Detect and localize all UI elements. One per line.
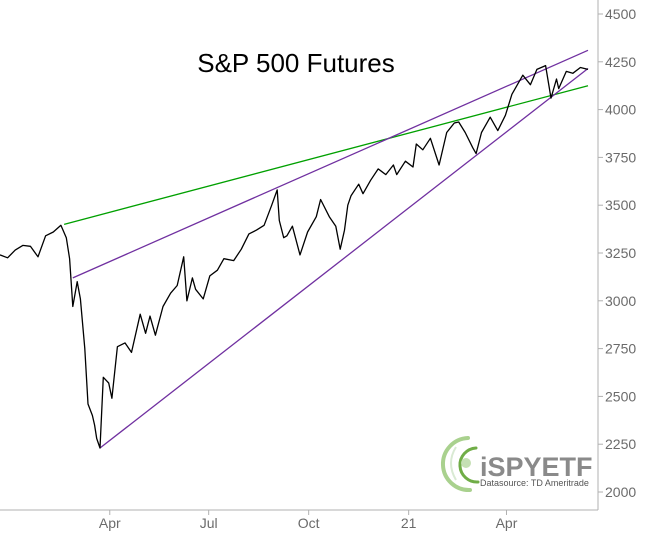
x-tick-label: Oct xyxy=(298,515,320,531)
price-series xyxy=(0,64,589,449)
y-tick-label: 3750 xyxy=(605,149,636,165)
y-axis-ticks: 2000 2250 2500 2750 3000 3250 3500 3750 4000 4250… xyxy=(598,6,636,500)
x-tick-label: Apr xyxy=(496,515,518,531)
trendline-1 xyxy=(63,85,589,225)
x-tick-label: Jul xyxy=(200,515,218,531)
y-tick-label: 3000 xyxy=(605,293,636,309)
x-tick-label: Apr xyxy=(99,515,121,531)
y-tick-label: 4000 xyxy=(605,102,636,118)
trendline-3 xyxy=(99,67,589,449)
y-tick-label: 3500 xyxy=(605,197,636,213)
logo-brand-text: iSPYETF xyxy=(480,452,593,482)
trendline-2 xyxy=(72,49,589,279)
ispyetf-logo: iSPYETF Datasource: TD Ameritrade xyxy=(441,436,593,493)
logo-datasource-text: Datasource: TD Ameritrade xyxy=(480,478,589,488)
y-tick-label: 2250 xyxy=(605,436,636,452)
x-axis-ticks: Apr Jul Oct 21 Apr xyxy=(99,510,518,531)
y-tick-label: 2750 xyxy=(605,341,636,357)
x-tick-label: 21 xyxy=(401,515,417,531)
y-tick-label: 2500 xyxy=(605,388,636,404)
trendlines xyxy=(63,49,589,449)
y-tick-label: 4250 xyxy=(605,54,636,70)
y-tick-label: 4500 xyxy=(605,6,636,22)
y-tick-label: 2000 xyxy=(605,484,636,500)
logo-swoosh-icon xyxy=(441,436,480,493)
y-tick-label: 3250 xyxy=(605,245,636,261)
price-line xyxy=(0,64,589,449)
chart-title: S&P 500 Futures xyxy=(197,48,395,78)
